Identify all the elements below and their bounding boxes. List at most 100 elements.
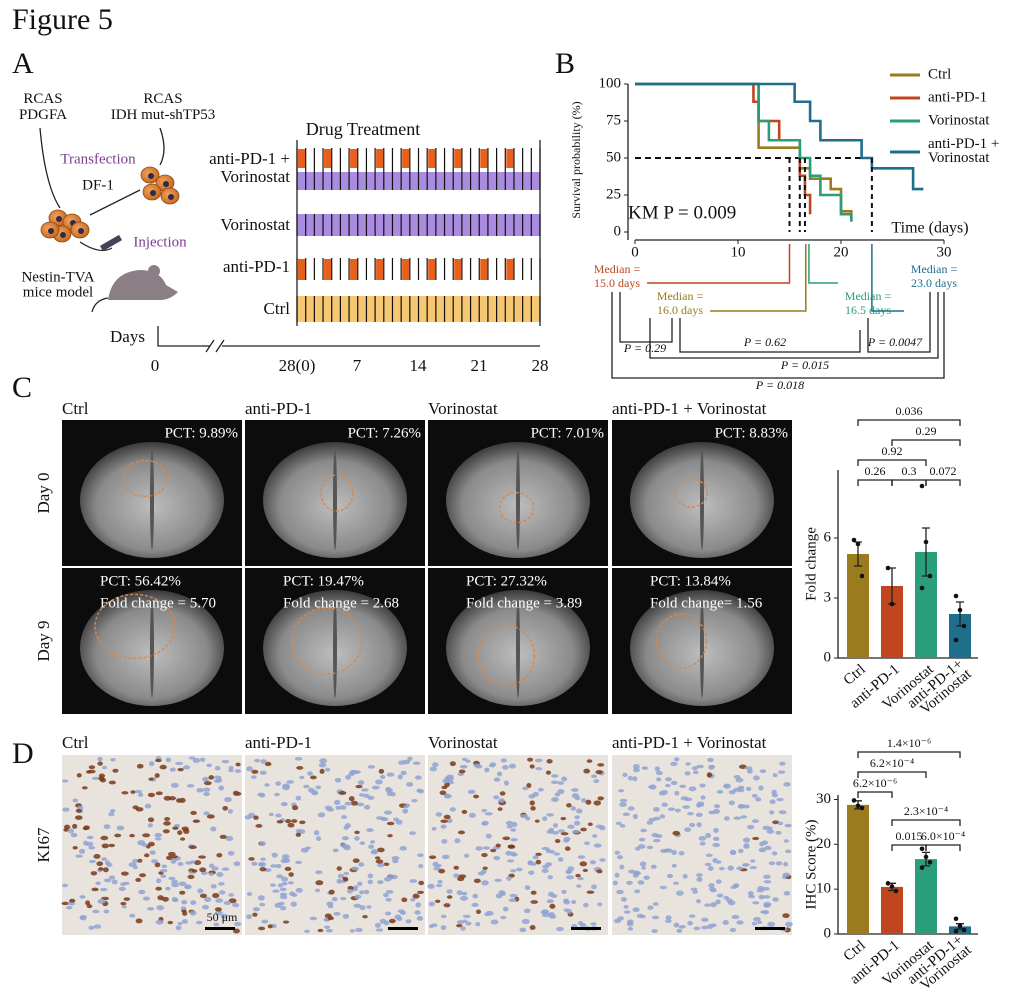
ihc-nucleus xyxy=(376,847,385,853)
ihc-nucleus xyxy=(315,870,323,875)
ihc-nucleus xyxy=(707,757,714,763)
ihc-nucleus xyxy=(385,786,392,792)
median-label: Median = 15.0 days xyxy=(594,262,641,290)
ihc-nucleus xyxy=(537,787,544,792)
ihc-nucleus xyxy=(88,845,96,850)
bracket xyxy=(891,439,961,446)
ihc-nucleus xyxy=(655,770,663,776)
label: DF-1 xyxy=(82,177,114,193)
ihc-cells xyxy=(244,756,425,934)
ihc-nucleus xyxy=(171,896,178,902)
ihc-nucleus xyxy=(259,841,266,847)
ihc-nucleus xyxy=(355,784,363,789)
dose-block xyxy=(350,149,358,168)
ihc-nucleus xyxy=(637,880,645,885)
ihc-nucleus xyxy=(410,898,416,902)
ihc-nucleus xyxy=(387,834,393,838)
scale-bar xyxy=(205,927,235,930)
ihc-nucleus xyxy=(100,777,107,783)
arrow xyxy=(89,189,141,216)
ihc-nucleus xyxy=(680,796,689,801)
ihc-nucleus xyxy=(590,922,597,926)
ihc-nucleus xyxy=(138,792,144,798)
ihc-nucleus xyxy=(299,820,306,825)
ihc-nucleus xyxy=(453,865,460,870)
ihc-nucleus xyxy=(154,832,163,838)
column-header: anti-PD-1 + Vorinostat xyxy=(612,733,767,752)
ihc-nucleus xyxy=(775,861,783,866)
ihc-nucleus xyxy=(688,914,696,918)
time-axis xyxy=(157,326,540,347)
ihc-nucleus xyxy=(554,839,561,844)
ihc-nucleus xyxy=(368,844,375,849)
ihc-nucleus xyxy=(397,909,405,913)
cell-nucleus xyxy=(168,194,174,200)
x-axis-label: Time (days) xyxy=(891,220,968,237)
ihc-nucleus xyxy=(464,853,470,858)
ihc-nucleus xyxy=(85,770,92,774)
median-connector xyxy=(871,244,904,312)
ihc-nucleus xyxy=(144,853,150,858)
ihc-nucleus xyxy=(431,923,438,928)
ihc-nucleus xyxy=(502,836,511,841)
ihc-nucleus xyxy=(627,806,635,811)
ihc-nucleus xyxy=(120,871,129,876)
ihc-nucleus xyxy=(183,828,190,834)
ihc-nucleus xyxy=(172,826,179,830)
ihc-nucleus xyxy=(286,780,294,784)
ihc-nucleus xyxy=(733,816,742,820)
ihc-nucleus xyxy=(653,838,661,843)
ihc-nucleus xyxy=(228,768,234,773)
ihc-nucleus xyxy=(391,855,400,861)
ihc-nucleus xyxy=(545,770,552,775)
ihc-nucleus xyxy=(96,861,104,867)
ihc-nucleus xyxy=(748,894,755,899)
ihc-nucleus xyxy=(367,795,375,800)
ihc-nucleus xyxy=(671,863,677,868)
data-point xyxy=(855,541,861,547)
ihc-nucleus xyxy=(551,831,559,835)
ihc-nucleus xyxy=(597,796,604,801)
data-point xyxy=(923,854,929,860)
bracket xyxy=(619,292,673,343)
ihc-nucleus xyxy=(461,757,468,762)
ihc-nucleus xyxy=(233,790,239,796)
ihc-nucleus xyxy=(416,788,423,793)
ihc-nucleus xyxy=(412,893,420,899)
ihc-nucleus xyxy=(736,866,744,871)
ihc-nucleus xyxy=(85,841,94,847)
ihc-nucleus xyxy=(509,893,518,898)
ihc-nucleus xyxy=(522,786,529,791)
tumor-outline xyxy=(498,491,535,524)
ihc-nucleus xyxy=(570,806,577,811)
data-point xyxy=(851,798,857,803)
dose-block xyxy=(376,149,384,168)
ihc-nucleus xyxy=(475,921,481,927)
bracket xyxy=(857,459,927,466)
ihc-nucleus xyxy=(626,880,633,885)
column-header: Ctrl xyxy=(62,733,89,752)
ihc-nucleus xyxy=(383,892,389,898)
ihc-nucleus xyxy=(281,881,288,886)
ihc-nucleus xyxy=(507,844,515,849)
median-connector xyxy=(808,244,838,284)
ihc-nucleus xyxy=(103,909,110,914)
ihc-nucleus xyxy=(355,927,363,933)
ihc-nucleus xyxy=(165,855,173,860)
ihc-nucleus xyxy=(713,808,720,815)
ihc-nucleus xyxy=(377,862,385,868)
ihc-nucleus xyxy=(496,771,503,777)
ihc-nucleus xyxy=(580,827,587,832)
ihc-nucleus xyxy=(493,777,501,782)
data-point xyxy=(885,881,891,886)
ihc-nucleus xyxy=(529,925,536,931)
ihc-nucleus xyxy=(696,873,703,877)
ihc-nucleus xyxy=(418,864,424,869)
ihc-nucleus xyxy=(407,756,413,761)
ihc-nucleus xyxy=(389,791,396,797)
ihc-nucleus xyxy=(759,769,767,774)
ihc-nucleus xyxy=(713,827,719,833)
ihc-nucleus xyxy=(676,890,684,896)
ihc-nucleus xyxy=(181,919,188,924)
ihc-nucleus xyxy=(344,823,351,829)
